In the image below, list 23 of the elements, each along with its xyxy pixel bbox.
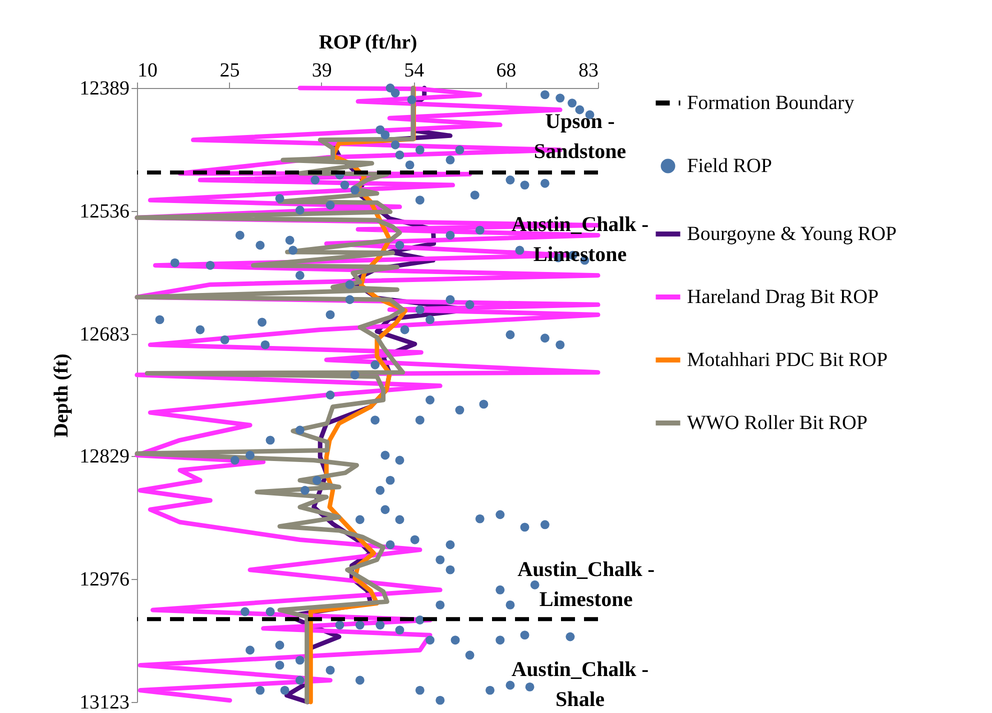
legend-label: Bourgoyne & Young ROP (687, 223, 897, 245)
x-tick-label: 68 (496, 60, 516, 82)
x-tick-label: 39 (312, 60, 332, 82)
annotation: Austin_Chalk - Limestone (517, 557, 655, 611)
legend-label: Field ROP (687, 155, 772, 177)
x-tick-label: 25 (220, 60, 240, 82)
y-tick-label: 12829 (80, 446, 130, 468)
y-tick-label: 12976 (80, 568, 130, 591)
y-tick-label: 12536 (80, 200, 130, 222)
y-tick-label: 13123 (80, 692, 130, 713)
y-tick-label: 12389 (80, 78, 130, 100)
legend-label: WWO Roller Bit ROP (687, 412, 868, 434)
y-axis-title: Depth (ft) (50, 354, 72, 438)
legend-label: Hareland Drag Bit ROP (687, 286, 879, 308)
legend-label: Formation Boundary (687, 92, 854, 114)
legend-label: Motahhari PDC Bit ROP (687, 349, 888, 371)
x-tick-label: 10 (138, 60, 158, 82)
annotation: Upson - Sandstone (534, 109, 626, 163)
x-axis-title: ROP (ft/hr) (318, 32, 418, 54)
annotation: Austin_Chalk - Shale (511, 657, 649, 711)
y-tick-label: 12683 (80, 323, 130, 346)
x-tick-label: 54 (404, 60, 424, 82)
x-tick-label: 83 (578, 60, 598, 82)
